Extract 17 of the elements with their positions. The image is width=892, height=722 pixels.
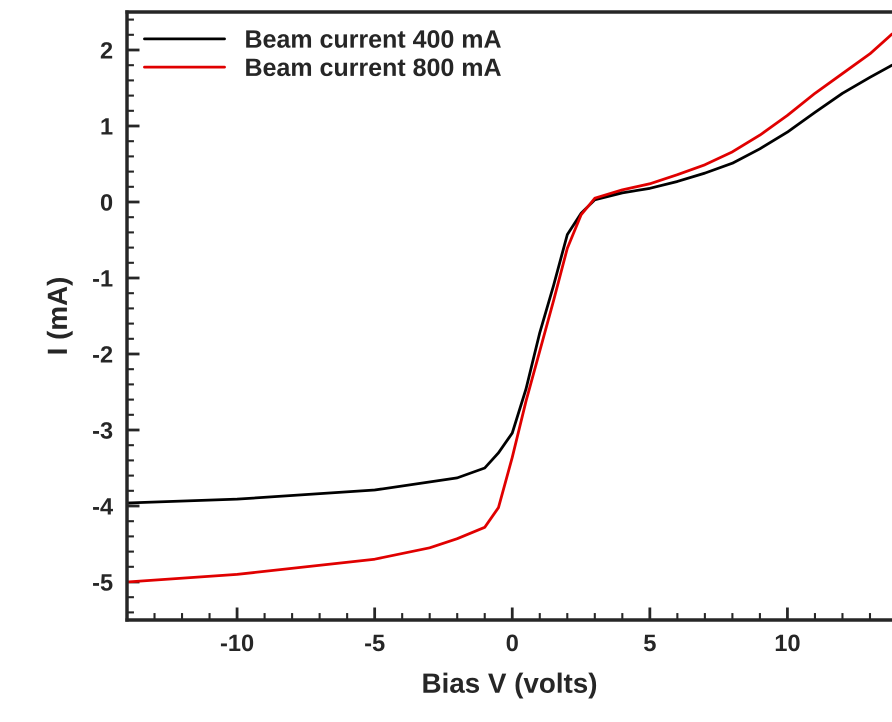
y-tick-label: -2 bbox=[93, 346, 112, 363]
legend-label: Beam current 800 mA bbox=[246, 58, 501, 76]
x-tick-label: 0 bbox=[506, 634, 518, 652]
legend-label: Beam current 400 mA bbox=[246, 30, 501, 48]
y-tick-label: 1 bbox=[101, 118, 112, 135]
y-axis-title: I (mA) bbox=[46, 278, 73, 354]
y-tick-label: -1 bbox=[93, 270, 112, 287]
x-tick-label: 5 bbox=[644, 634, 656, 652]
x-tick-label: -10 bbox=[220, 634, 254, 652]
y-tick-label: 0 bbox=[100, 194, 112, 211]
x-axis-title: Bias V (volts) bbox=[423, 672, 596, 698]
y-tick-label: 2 bbox=[100, 42, 112, 59]
x-tick-label: -5 bbox=[365, 634, 384, 652]
y-tick-label: -3 bbox=[93, 422, 112, 439]
y-tick-label: -4 bbox=[93, 498, 113, 515]
y-tick-label: -5 bbox=[93, 574, 112, 591]
x-tick-label: 10 bbox=[776, 634, 800, 652]
